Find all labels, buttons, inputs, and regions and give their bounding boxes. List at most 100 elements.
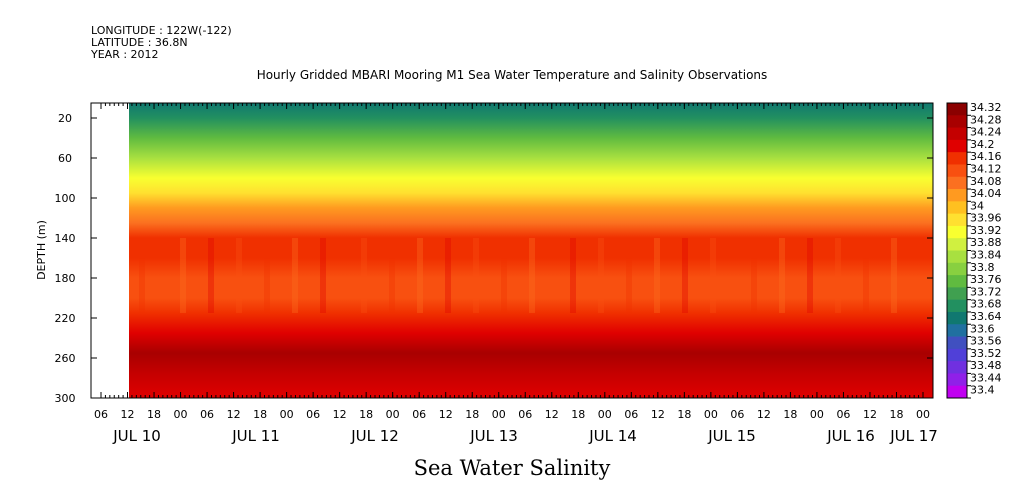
x-tick-label-26: 18 xyxy=(783,408,797,421)
colorbar-swatch-8 xyxy=(947,201,967,215)
x-tick-label-7: 00 xyxy=(280,408,294,421)
y-tick-label-1: 60 xyxy=(58,152,72,165)
no-data-region xyxy=(91,103,129,398)
x-tick-label-16: 06 xyxy=(518,408,532,421)
y-tick-label-2: 100 xyxy=(55,192,76,205)
y-axis-label: DEPTH (m) xyxy=(35,220,48,280)
x-tick-label-12: 06 xyxy=(412,408,426,421)
colorbar-swatch-20 xyxy=(947,348,967,362)
colorbar: 34.3234.2834.2434.234.1634.1234.0834.043… xyxy=(946,101,1002,399)
colorbar-label-14: 33.76 xyxy=(970,273,1002,286)
x-tick-label-13: 12 xyxy=(439,408,453,421)
colorbar-label-7: 34.04 xyxy=(970,187,1002,200)
colorbar-swatch-1 xyxy=(947,115,967,128)
band-17 xyxy=(654,238,660,313)
band-4 xyxy=(264,238,270,313)
band-22 xyxy=(807,238,813,313)
band-12 xyxy=(501,238,507,313)
x-tick-label-22: 18 xyxy=(677,408,691,421)
x-tick-label-10: 18 xyxy=(359,408,373,421)
colorbar-swatch-23 xyxy=(947,385,967,399)
x-tick-label-18: 18 xyxy=(571,408,585,421)
colorbar-label-11: 33.88 xyxy=(970,236,1002,249)
band-9 xyxy=(417,238,423,313)
colorbar-swatch-9 xyxy=(947,213,967,227)
x-tick-label-0: 06 xyxy=(94,408,108,421)
x-tick-label-17: 12 xyxy=(545,408,559,421)
colorbar-label-4: 34.16 xyxy=(970,150,1002,163)
x-day-label-7: JUL 17 xyxy=(889,427,938,445)
y-tick-label-6: 260 xyxy=(55,352,76,365)
colorbar-label-3: 34.2 xyxy=(970,138,995,151)
band-6 xyxy=(320,238,326,313)
colorbar-swatch-4 xyxy=(947,152,967,165)
colorbar-swatch-12 xyxy=(947,250,967,264)
x-day-label-6: JUL 16 xyxy=(826,427,875,445)
colorbar-swatch-19 xyxy=(947,336,967,350)
variability-bands xyxy=(139,238,897,313)
band-16 xyxy=(626,238,632,313)
x-tick-label-3: 00 xyxy=(174,408,188,421)
salinity-field xyxy=(129,103,933,398)
colorbar-swatch-16 xyxy=(947,299,967,313)
chart-title: Hourly Gridded MBARI Mooring M1 Sea Wate… xyxy=(256,68,768,82)
colorbar-swatch-13 xyxy=(947,262,967,276)
band-14 xyxy=(570,238,576,313)
y-tick-label-5: 220 xyxy=(55,312,76,325)
x-tick-label-1: 12 xyxy=(121,408,135,421)
band-0 xyxy=(139,238,145,313)
x-tick-label-2: 18 xyxy=(147,408,161,421)
band-11 xyxy=(473,238,479,313)
colorbar-label-15: 33.72 xyxy=(970,285,1002,298)
band-10 xyxy=(445,238,451,313)
x-day-label-2: JUL 12 xyxy=(350,427,399,445)
band-23 xyxy=(835,238,841,313)
plot-area xyxy=(90,102,934,399)
colorbar-label-16: 33.68 xyxy=(970,298,1002,311)
colorbar-swatch-10 xyxy=(947,225,967,239)
x-tick-label-15: 00 xyxy=(492,408,506,421)
band-15 xyxy=(598,238,604,313)
colorbar-label-6: 34.08 xyxy=(970,175,1002,188)
x-tick-label-9: 12 xyxy=(333,408,347,421)
x-day-label-1: JUL 11 xyxy=(231,427,280,445)
x-day-label-4: JUL 14 xyxy=(588,427,637,445)
y-axis: 20 60 100 140 180 220 260 300 xyxy=(55,112,933,405)
y-tick-label-3: 140 xyxy=(55,232,76,245)
x-tick-label-14: 18 xyxy=(465,408,479,421)
y-tick-label-0: 20 xyxy=(58,112,72,125)
colorbar-label-9: 33.96 xyxy=(970,212,1002,225)
colorbar-swatch-22 xyxy=(947,373,967,387)
latitude-label: LATITUDE : 36.8N xyxy=(91,36,188,49)
colorbar-swatch-21 xyxy=(947,361,967,374)
x-tick-label-5: 12 xyxy=(227,408,241,421)
band-18 xyxy=(682,238,688,313)
x-tick-label-4: 06 xyxy=(200,408,214,421)
band-19 xyxy=(710,238,716,313)
colorbar-swatch-6 xyxy=(947,176,967,190)
colorbar-label-20: 33.52 xyxy=(970,347,1002,360)
colorbar-label-1: 34.28 xyxy=(970,113,1002,126)
y-tick-label-4: 180 xyxy=(55,272,76,285)
x-day-label-5: JUL 15 xyxy=(707,427,756,445)
y-tick-label-7: 300 xyxy=(55,392,76,405)
x-tick-label-20: 06 xyxy=(624,408,638,421)
colorbar-label-21: 33.48 xyxy=(970,359,1002,372)
colorbar-label-10: 33.92 xyxy=(970,224,1002,237)
x-tick-label-19: 00 xyxy=(598,408,612,421)
colorbar-swatch-2 xyxy=(947,127,967,141)
x-axis-label: Sea Water Salinity xyxy=(413,456,611,480)
x-tick-label-6: 18 xyxy=(253,408,267,421)
year-label: YEAR : 2012 xyxy=(91,48,159,61)
x-tick-label-28: 06 xyxy=(836,408,850,421)
colorbar-swatch-0 xyxy=(947,103,967,116)
band-13 xyxy=(529,238,535,313)
band-25 xyxy=(891,238,897,313)
x-tick-label-8: 06 xyxy=(306,408,320,421)
band-1 xyxy=(180,238,186,313)
x-day-label-0: JUL 10 xyxy=(112,427,161,445)
x-day-label-3: JUL 13 xyxy=(469,427,518,445)
colorbar-label-22: 33.44 xyxy=(970,371,1002,384)
x-axis: 06 12 18 00 06 12 18 00 06 12 18 00 06 12 18 00 06 12 18 00… xyxy=(94,103,938,445)
